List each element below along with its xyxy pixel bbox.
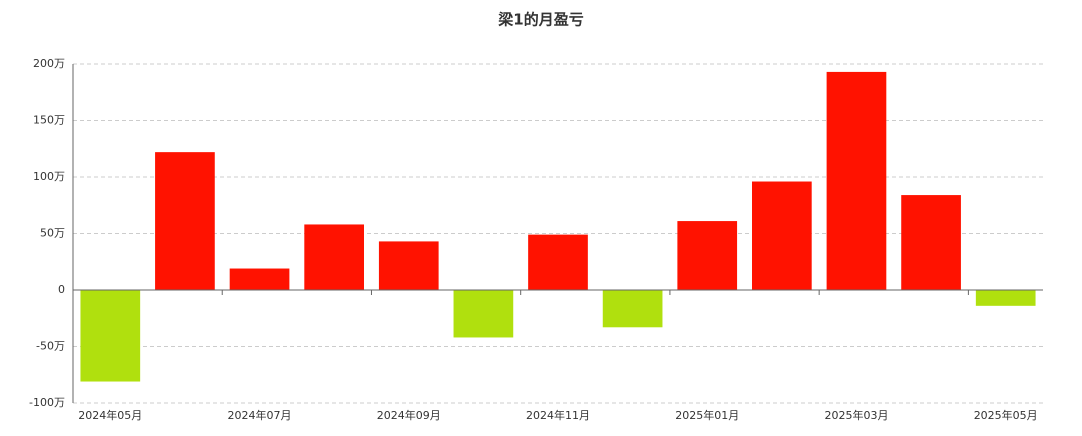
bar (155, 152, 215, 290)
bar (602, 290, 663, 328)
bar (453, 290, 514, 338)
bar (677, 221, 738, 290)
bar (304, 224, 364, 290)
bar (378, 241, 439, 290)
bar (80, 290, 141, 382)
y-tick-label: 0 (58, 283, 65, 296)
x-tick-label: 2024年11月 (526, 408, 590, 422)
bar (826, 71, 887, 290)
bar (975, 290, 1036, 306)
x-tick-label: 2024年09月 (377, 408, 441, 422)
x-tick-label: 2024年07月 (228, 408, 292, 422)
bar (901, 195, 961, 290)
bar (752, 181, 812, 290)
y-tick-label: 150万 (33, 114, 65, 127)
y-tick-label: -50万 (36, 340, 65, 353)
y-tick-label: 200万 (33, 57, 65, 70)
x-tick-label: 2025年01月 (675, 408, 739, 422)
x-tick-label: 2024年05月 (78, 408, 142, 422)
x-tick-label: 2025年03月 (824, 408, 888, 422)
y-tick-label: 50万 (40, 227, 65, 240)
y-tick-label: 100万 (33, 170, 65, 183)
y-tick-label: -100万 (29, 396, 65, 409)
chart-title: 梁1的月盈亏 (497, 11, 583, 29)
bar (528, 234, 588, 290)
bar (229, 268, 290, 290)
x-tick-label: 2025年05月 (974, 408, 1038, 422)
